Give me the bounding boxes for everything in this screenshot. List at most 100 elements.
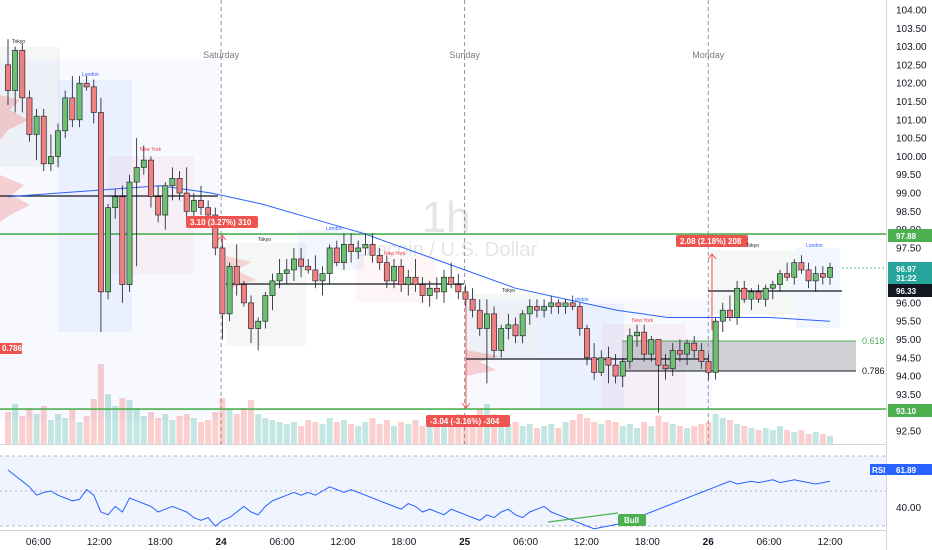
volume-bar [255,414,262,444]
moving-average-line [7,185,831,322]
measure-badge-3 [676,235,748,247]
bull-divergence-badge [618,514,646,526]
price-tick: 102.00 [896,79,927,90]
volume-bar [33,414,40,444]
volume-bar [97,364,104,444]
time-tick: 12:00 [330,537,355,548]
volume-bar [541,426,548,444]
candle [305,258,312,274]
candles [5,39,833,413]
candle [712,317,719,380]
candle [676,339,683,362]
candle [762,284,769,307]
candle [298,247,304,278]
volume-bar [162,414,169,444]
volume-bars [5,364,833,444]
time-tick: 12:00 [574,537,599,548]
level-label-upper: 97.88 [896,232,917,241]
candle [569,295,576,311]
candle [319,266,326,296]
candle [248,295,254,344]
volume-bar [40,406,47,444]
volume-bar [448,426,455,444]
volume-bar [233,414,240,444]
volume-bar [505,424,512,444]
candle [183,167,190,219]
price-tick: 94.00 [896,372,921,383]
price-tick: 95.50 [896,317,921,328]
volume-bar [512,422,519,444]
volume-bar [598,424,605,444]
price-tag-badge [888,284,932,297]
candle [19,42,26,113]
volume-bar [205,420,212,444]
volume-profile-tokyo-3 [466,350,500,376]
current-price-badge [888,262,932,284]
volume-bar [112,406,119,444]
candle [198,185,204,216]
rsi-value: 61.89 [896,466,917,475]
day-separators [220,0,709,530]
candle [662,354,669,380]
volume-bar [491,414,498,444]
volume-bar [212,412,219,444]
price-tick: 95.00 [896,335,921,346]
session-label-london-3: London [572,297,589,303]
candle [584,324,590,366]
price-tick: 98.50 [896,207,921,218]
candle [648,335,655,362]
candle [755,284,762,303]
level-label-lower: 93.10 [896,407,917,416]
candle [205,200,212,219]
candle [69,75,76,128]
volume-bar [19,416,26,444]
volume-bar [298,426,305,444]
candle [591,343,598,380]
left-fib-badge [0,343,22,354]
volume-bar [390,426,397,444]
price-tick: 99.00 [896,189,921,200]
price-tick: 101.00 [896,115,927,126]
measure-label-2: -3.04 (-3.16%) -304 [430,417,500,426]
level-badge-upper [888,229,932,242]
candle [369,233,376,263]
candle [155,185,162,223]
volume-bar [183,414,190,444]
time-tick: 06:00 [757,537,782,548]
candle [784,262,791,281]
candle [812,266,819,292]
candle [555,299,562,314]
volume-bar [26,408,33,444]
candle [291,247,297,281]
volume-bar [90,399,97,444]
volume-bar [126,400,133,444]
candle [162,182,169,230]
volume-bar [305,420,312,444]
volume-bar [348,424,355,444]
volume-bar [784,430,791,444]
candle [219,236,226,340]
candle [426,280,433,307]
rsi-name-badge [870,464,890,475]
level-badge-lower [888,404,932,417]
volume-bar [190,418,197,444]
volume-bar [433,424,440,444]
session-label-london-4: London [806,243,823,249]
volume-bar [562,422,569,444]
candle [83,75,90,91]
volume-bar [105,394,112,444]
price-tag-label: 96.33 [896,287,917,296]
volume-bar [176,416,183,444]
rsi-line [7,469,831,530]
volume-bar [526,424,533,444]
volume-bar [634,428,641,444]
candle [491,306,497,358]
volume-bar [426,422,433,444]
candle [126,174,133,292]
fib-label-0618: 0.618 [862,336,885,346]
candle [734,280,740,325]
volume-bar [712,414,719,444]
volume-bar [641,422,648,444]
candle [398,258,405,292]
